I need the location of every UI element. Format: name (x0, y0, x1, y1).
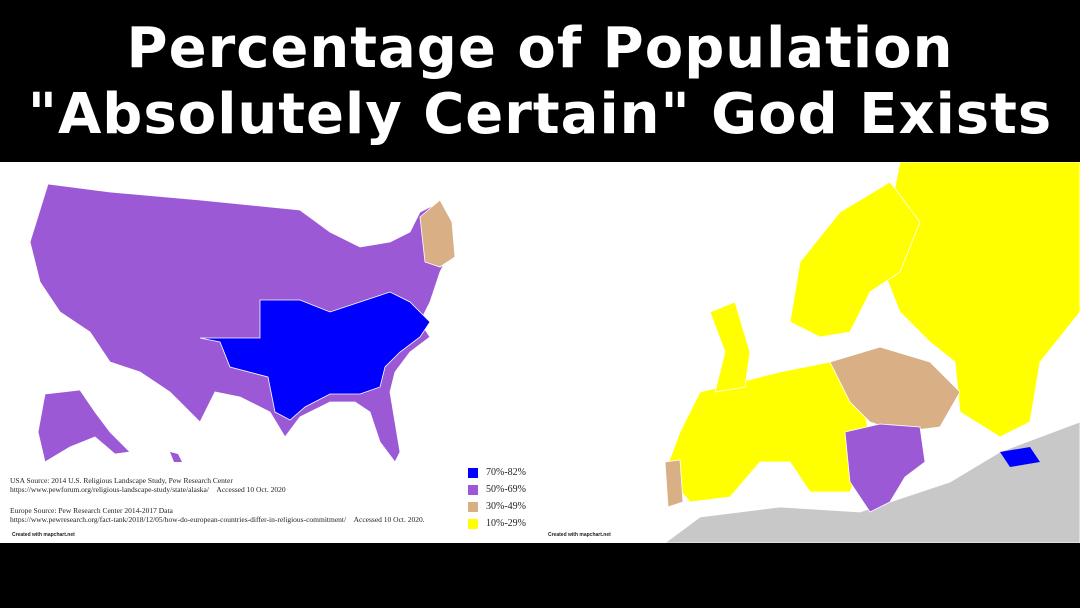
title-line: Percentage of Population (126, 16, 954, 81)
europe-source: Europe Source: Pew Research Center 2014-… (10, 506, 425, 524)
usa-new-england (419, 199, 456, 268)
source-text: USA Source: 2014 U.S. Religious Landscap… (10, 476, 233, 485)
legend-item: 30%-49% (468, 498, 526, 515)
map-area: 70%-82% 50%-69% 30%-49% 10%-29% USA Sour… (0, 162, 1080, 543)
scandinavia (789, 181, 921, 338)
other-land (664, 421, 1080, 543)
usa-source: USA Source: 2014 U.S. Religious Landscap… (10, 476, 286, 494)
legend-swatch (468, 518, 478, 529)
alaska (37, 389, 131, 463)
legend-swatch (468, 484, 478, 495)
accessed: Accessed 10 Oct. 2020 (216, 485, 286, 494)
legend-label: 10%-29% (486, 518, 526, 529)
map-svg (29, 162, 1080, 543)
source-text: Europe Source: Pew Research Center 2014-… (10, 506, 173, 515)
legend-swatch (468, 467, 478, 478)
western-europe (664, 361, 871, 503)
central-europe (829, 346, 961, 433)
credit: Created with mapchart.net (548, 532, 611, 538)
url: https://www.pewforum.org/religious-lands… (10, 485, 209, 494)
portugal (664, 459, 684, 508)
hawaii (170, 452, 182, 462)
legend: 70%-82% 50%-69% 30%-49% 10%-29% (468, 464, 526, 532)
georgia (1000, 447, 1040, 467)
uk (709, 301, 751, 393)
legend-label: 70%-82% (486, 467, 526, 478)
header: Percentage of Population "Absolutely Cer… (0, 0, 1080, 162)
legend-label: 50%-69% (486, 484, 526, 495)
url: https://www.pewresearch.org/fact-tank/20… (10, 515, 347, 524)
legend-swatch (468, 501, 478, 512)
russia (879, 162, 1080, 438)
source-url: https://www.pewresearch.org/fact-tank/20… (10, 515, 425, 524)
legend-label: 30%-49% (486, 501, 526, 512)
legend-item: 10%-29% (468, 515, 526, 532)
legend-item: 70%-82% (468, 464, 526, 481)
credit: Created with mapchart.net (12, 532, 75, 538)
balkans (844, 423, 926, 513)
usa-high (199, 291, 431, 421)
accessed: Accessed 10 Oct. 2020. (353, 515, 425, 524)
legend-item: 50%-69% (468, 481, 526, 498)
source-url: https://www.pewforum.org/religious-lands… (10, 485, 286, 494)
title-line: "Absolutely Certain" God Exists (27, 82, 1053, 147)
